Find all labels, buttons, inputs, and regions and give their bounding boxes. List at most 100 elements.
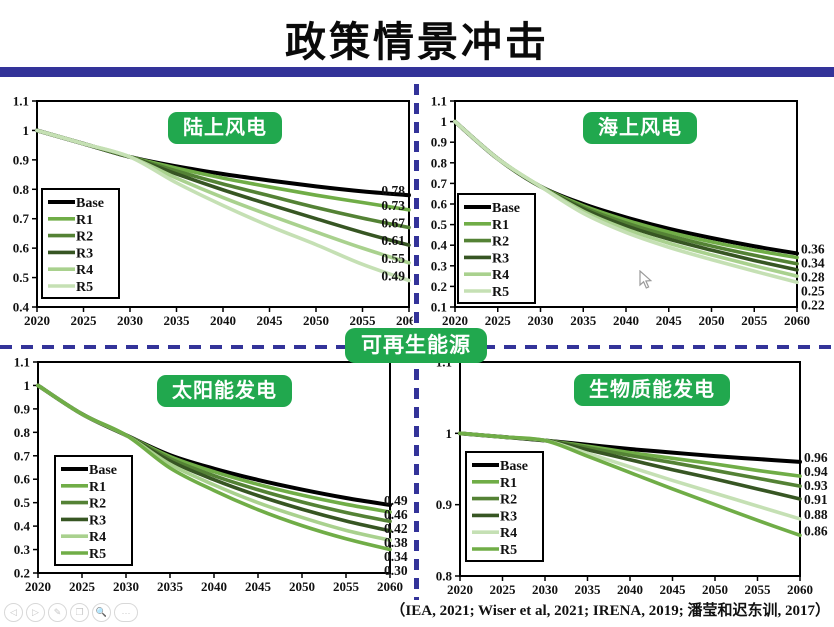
- legend-box: [457, 193, 536, 304]
- series-end-label: 0.49: [384, 493, 408, 508]
- series-end-label: 0.67: [381, 216, 405, 231]
- legend-label-R3: R3: [76, 246, 93, 261]
- y-tick-label: 1: [24, 378, 31, 393]
- series-end-label: 0.96: [804, 450, 828, 465]
- slides-panel-icon: ❐: [75, 607, 84, 617]
- x-tick-label: 2020: [447, 582, 473, 597]
- series-end-label: 0.61: [381, 233, 405, 248]
- series-end-label: 0.42: [384, 521, 408, 536]
- y-tick-label: 0.9: [431, 135, 448, 150]
- y-tick-label: 0.8: [436, 569, 453, 584]
- legend-label-R4: R4: [89, 530, 106, 545]
- y-tick-label: 0.7: [14, 448, 31, 463]
- x-tick-label: 2030: [113, 579, 139, 594]
- more-options-button[interactable]: ···: [114, 603, 138, 622]
- legend-label-R3: R3: [492, 251, 509, 266]
- y-tick-label: 0.4: [13, 300, 30, 315]
- next-slide-icon: ▷: [32, 607, 39, 617]
- y-tick-label: 0.8: [431, 155, 448, 170]
- series-end-label: 0.30: [384, 563, 408, 578]
- x-tick-label: 2050: [702, 582, 728, 597]
- slideshow-toolbar: ◁ ▷ ✎ ❐ 🔍 ···: [4, 603, 138, 622]
- legend-label-R1: R1: [492, 218, 509, 233]
- legend-label-R2: R2: [89, 497, 106, 512]
- x-tick-label: 2035: [575, 582, 602, 597]
- pen-button[interactable]: ✎: [48, 603, 67, 622]
- x-tick-label: 2025: [71, 313, 98, 328]
- y-tick-label: 1: [441, 114, 448, 129]
- x-tick-label: 2035: [164, 313, 191, 328]
- series-line-R5: [453, 119, 799, 285]
- y-tick-label: 1.1: [13, 94, 29, 109]
- series-end-label: 0.28: [801, 269, 825, 284]
- title-divider: [0, 67, 834, 77]
- legend-box: [465, 451, 544, 562]
- magnifier-icon: 🔍: [95, 607, 108, 617]
- chart-biomass-canvas: 1.110.90.8202020252030203520402045205020…: [436, 355, 828, 598]
- x-tick-label: 2060: [787, 582, 813, 597]
- series-line-R5: [36, 383, 392, 552]
- legend-label-R5: R5: [492, 285, 509, 300]
- pen-icon: ✎: [53, 607, 62, 617]
- y-tick-label: 0.4: [431, 238, 448, 253]
- series-end-label: 0.34: [384, 549, 408, 564]
- series-end-label: 0.49: [381, 269, 405, 284]
- legend-label-R2: R2: [500, 493, 517, 508]
- legend-box: [41, 188, 120, 299]
- page-title: 政策情景冲击: [285, 19, 549, 65]
- legend-label-R4: R4: [76, 263, 93, 278]
- y-tick-label: 0.6: [431, 197, 448, 212]
- slides-panel-button[interactable]: ❐: [70, 603, 89, 622]
- y-tick-label: 0.2: [14, 566, 30, 581]
- x-tick-label: 2050: [303, 313, 329, 328]
- x-tick-label: 2035: [157, 579, 184, 594]
- x-tick-label: 2020: [24, 313, 50, 328]
- x-tick-label: 2025: [69, 579, 96, 594]
- legend-label-R5: R5: [89, 547, 106, 562]
- series-end-label: 0.88: [804, 507, 828, 522]
- legend-box: [54, 455, 133, 566]
- y-tick-label: 0.9: [436, 497, 453, 512]
- chart-biomass: 1.110.90.8202020252030203520402045205020…: [417, 352, 834, 607]
- next-slide-button[interactable]: ▷: [26, 603, 45, 622]
- x-tick-label: 2035: [570, 313, 597, 328]
- x-tick-label: 2020: [25, 579, 51, 594]
- x-tick-label: 2045: [257, 313, 284, 328]
- legend-label-R1: R1: [500, 476, 517, 491]
- previous-slide-button[interactable]: ◁: [4, 603, 23, 622]
- legend-label-Base: Base: [500, 459, 528, 474]
- y-tick-label: 0.6: [13, 241, 30, 256]
- legend-label-R5: R5: [76, 280, 93, 295]
- x-tick-label: 2025: [485, 313, 512, 328]
- x-tick-label: 2060: [396, 313, 413, 328]
- series-end-label: 0.36: [801, 241, 825, 256]
- series-end-label: 0.73: [381, 198, 405, 213]
- y-tick-label: 0.9: [13, 152, 30, 167]
- x-tick-label: 2060: [377, 579, 403, 594]
- y-tick-label: 1: [23, 123, 30, 138]
- y-tick-label: 0.8: [13, 182, 30, 197]
- y-tick-label: 0.3: [14, 542, 31, 557]
- chart-offshore-wind: 1.1 1 0.9 0.8 0.7 0.6 0.5 0.4 0.3 0.2 0.1 2020 2025 2…: [417, 92, 834, 340]
- y-tick-label: 1.1: [431, 94, 447, 109]
- chart-onshore-wind: 1.1 1 0.9 0.8 0.7 0.6 0.5 0.4 2020 2025 2030 2035 20…: [6, 92, 413, 340]
- series-end-label: 0.34: [801, 255, 825, 270]
- chart-solar: 1.1 1 0.9 0.8 0.7 0.6 0.5 0.4 0.3 0.2 2020 2025 2030…: [6, 352, 418, 607]
- legend-label-Base: Base: [492, 201, 520, 216]
- renewable-energy-badge: 可再生能源: [345, 328, 487, 363]
- series-end-label: 0.38: [384, 535, 408, 550]
- legend-label-R2: R2: [76, 230, 93, 245]
- magnifier-button[interactable]: 🔍: [92, 603, 111, 622]
- x-tick-label: 2055: [333, 579, 360, 594]
- x-tick-label: 2055: [350, 313, 377, 328]
- legend-label-R5: R5: [500, 543, 517, 558]
- legend-label-R1: R1: [89, 480, 106, 495]
- y-tick-label: 0.2: [431, 279, 447, 294]
- y-tick-label: 0.7: [13, 211, 30, 226]
- x-tick-label: 2050: [289, 579, 315, 594]
- legend-label-R4: R4: [492, 268, 509, 283]
- legend-label-R3: R3: [500, 509, 517, 524]
